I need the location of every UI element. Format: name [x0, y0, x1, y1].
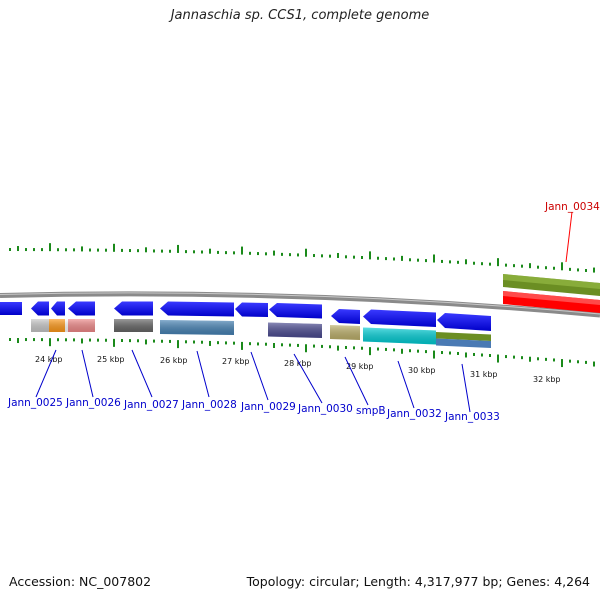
cog-shade-4 [268, 322, 322, 338]
gene-arrow-smpb[interactable] [363, 309, 436, 328]
genome-stats-text: Topology: circular; Length: 4,317,977 bp… [246, 574, 590, 589]
gene-label-smpb[interactable]: smpB [356, 405, 386, 417]
gene-arrow-jann-0026[interactable] [68, 301, 95, 316]
label-line-jann-0026 [81, 349, 94, 398]
cog-shade-6 [363, 327, 436, 345]
label-line-jann-0027 [131, 349, 153, 398]
gene-arrow-jann-0025a[interactable] [31, 301, 49, 316]
kbp-label: 26 kbp [160, 356, 188, 365]
label-line-jann-0033 [461, 363, 471, 413]
label-line-jann-0028 [196, 350, 210, 398]
kbp-label: 28 kbp [284, 359, 312, 368]
kbp-label: 31 kbp [470, 370, 498, 379]
label-lines [35, 349, 471, 413]
cog-shade-3 [160, 320, 234, 335]
gene-label-jann-0026[interactable]: Jann_0026 [65, 397, 121, 409]
label-line-smpb [344, 356, 369, 406]
kbp-label: 30 kbp [408, 366, 436, 375]
gene-jann-0034-arrow-shade [503, 291, 600, 305]
gene-arrow-jann-0027[interactable] [114, 301, 153, 316]
gene-arrow-row [0, 301, 491, 331]
label-line-jann-0025 [35, 349, 57, 398]
gene-label-jann-0025[interactable]: Jann_0025 [7, 397, 63, 409]
genome-backbone-highlight [0, 292, 600, 315]
kbp-labels: 24 kbp 25 kbp 26 kbp 27 kbp 28 kbp 29 kb… [35, 355, 561, 384]
gene-arrow-jann-0028[interactable] [160, 301, 234, 317]
gene-labels: Jann_0025 Jann_0026 Jann_0027 Jann_0028 … [7, 397, 500, 423]
gene-label-jann-0034[interactable]: Jann_0034 [544, 201, 600, 213]
kbp-label: 29 kbp [346, 362, 374, 371]
gene-label-jann-0028[interactable]: Jann_0028 [181, 399, 237, 411]
kbp-label: 32 kbp [533, 375, 561, 384]
cog-bar-row [31, 319, 491, 348]
gene-jann-0034-cog-bar-shade [503, 274, 600, 289]
accession-text: Accession: NC_007802 [9, 574, 152, 589]
tick-row-top [9, 243, 595, 273]
gene-arrow-jann-0025b[interactable] [51, 301, 65, 316]
cog-shade-2 [114, 319, 153, 332]
kbp-label: 27 kbp [222, 357, 250, 366]
tick-row-bottom [9, 338, 595, 368]
cog-bar-olive [436, 332, 491, 341]
label-line-jann-0034 [565, 211, 573, 263]
gene-arrow-jann-0030[interactable] [331, 309, 360, 324]
label-line-jann-0032 [397, 360, 415, 409]
label-line-jann-0029 [250, 351, 269, 401]
cog-shade-1 [31, 319, 95, 332]
gene-label-jann-0027[interactable]: Jann_0027 [123, 399, 179, 411]
genome-backbone [0, 291, 600, 318]
gene-label-jann-0030[interactable]: Jann_0030 [297, 403, 353, 415]
gene-label-jann-0032[interactable]: Jann_0032 [386, 408, 442, 420]
kbp-label: 25 kbp [97, 355, 125, 364]
genome-title: Jannaschia sp. CCS1, complete genome [170, 8, 430, 23]
cog-shade-5 [330, 325, 360, 340]
kbp-label: 24 kbp [35, 355, 63, 364]
gene-arrow-offscreen[interactable] [0, 302, 22, 315]
label-line-jann-0030 [293, 353, 323, 404]
gene-arrow-jann-0029b[interactable] [269, 303, 322, 319]
gene-label-jann-0033[interactable]: Jann_0033 [444, 411, 500, 423]
gene-label-jann-0029[interactable]: Jann_0029 [240, 401, 296, 413]
gene-arrow-jann-0029a[interactable] [235, 302, 268, 318]
gene-arrow-jann-0032[interactable] [437, 313, 491, 331]
cog-bar-blue [436, 338, 491, 348]
